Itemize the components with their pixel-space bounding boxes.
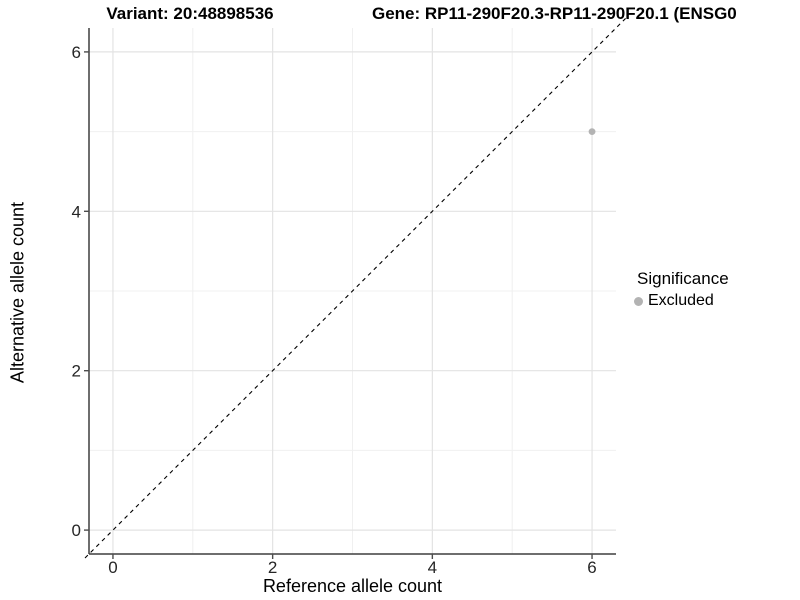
data-point: [588, 128, 596, 136]
y-axis-title: Alternative allele count: [7, 201, 28, 384]
plot-title-gene: Gene: RP11-290F20.3-RP11-290F20.1 (ENSG0: [372, 4, 737, 23]
legend-item-label: Excluded: [648, 292, 714, 309]
y-tick-label: 0: [72, 521, 81, 540]
x-tick-label: 0: [108, 558, 117, 577]
x-tick-label: 6: [587, 558, 596, 577]
x-tick-label: 4: [428, 558, 437, 577]
identity-dashed-line: [84, 18, 626, 559]
plot-title-variant: Variant: 20:48898536: [106, 4, 274, 23]
legend-title: Significance: [637, 269, 729, 288]
legend: Significance Excluded: [634, 268, 798, 311]
legend-item-excluded: Excluded: [634, 291, 798, 311]
excluded-dot-icon: [634, 296, 643, 306]
y-tick-label: 4: [72, 202, 81, 221]
x-tick-label: 2: [268, 558, 277, 577]
x-axis-title: Reference allele count: [262, 576, 443, 596]
y-tick-label: 2: [72, 362, 81, 381]
y-tick-label: 6: [72, 43, 81, 62]
